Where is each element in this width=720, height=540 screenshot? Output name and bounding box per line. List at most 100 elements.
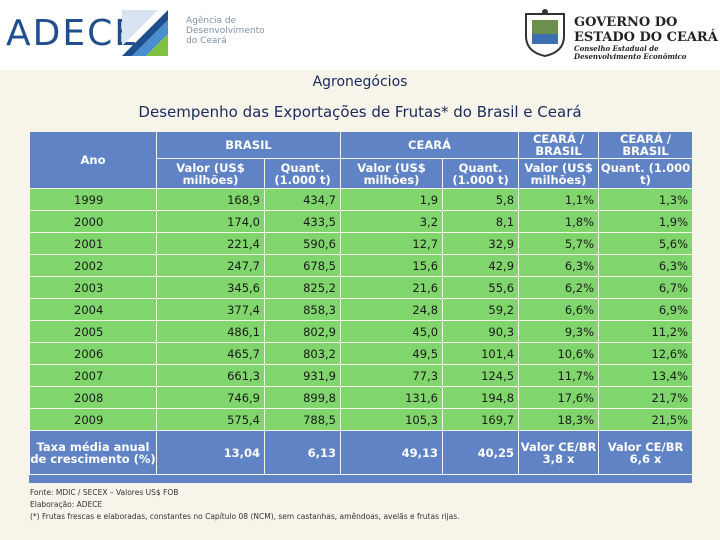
header-group-ceara-brasil-valor: CEARÁ / BRASIL bbox=[518, 131, 600, 159]
table-notes: Fonte: MDIC / SECEX – Valores US$ FOB El… bbox=[30, 487, 460, 523]
cell-ano: 2006 bbox=[29, 342, 157, 365]
cell-ratio-valor: 1,1% bbox=[518, 188, 600, 211]
cell-brasil-quant: 825,2 bbox=[263, 276, 342, 299]
header-group-brasil: BRASIL bbox=[155, 131, 342, 159]
cell-brasil-valor: 247,7 bbox=[156, 254, 265, 277]
cell-ceara-quant: 5,8 bbox=[442, 188, 520, 211]
state-crest-icon bbox=[525, 9, 565, 58]
header-group-ceara-brasil-quant: CEARÁ / BRASIL bbox=[598, 131, 694, 159]
cell-ano: 2007 bbox=[29, 364, 157, 387]
cell-ceara-quant: 194,8 bbox=[442, 386, 520, 409]
cell-brasil-quant: 678,5 bbox=[263, 254, 342, 277]
cell-ratio-quant: 13,4% bbox=[598, 364, 694, 387]
cell-ratio-valor: 9,3% bbox=[518, 320, 600, 343]
cell-ceara-quant: 8,1 bbox=[442, 210, 520, 233]
header-ceara-valor: Valor (US$ milhões) bbox=[340, 158, 444, 189]
table-row: 2000 174,0 433,5 3,2 8,1 1,8% 1,9% bbox=[29, 210, 694, 233]
cell-brasil-valor: 221,4 bbox=[156, 232, 265, 255]
note-footnote: (*) Frutas frescas e elaboradas, constan… bbox=[30, 512, 460, 521]
exports-table-container: Ano BRASIL CEARÁ CEARÁ / BRASIL CEARÁ / … bbox=[29, 131, 694, 483]
cell-ano: 2004 bbox=[29, 298, 157, 321]
cell-brasil-valor: 174,0 bbox=[156, 210, 265, 233]
table-row: 2005 486,1 802,9 45,0 90,3 9,3% 11,2% bbox=[29, 320, 694, 343]
header-ratio-valor: Valor (US$ milhões) bbox=[518, 158, 600, 189]
cell-brasil-quant: 858,3 bbox=[263, 298, 342, 321]
table-row: 2004 377,4 858,3 24,8 59,2 6,6% 6,9% bbox=[29, 298, 694, 321]
cell-ratio-quant: 1,9% bbox=[598, 210, 694, 233]
cell-ano: 2008 bbox=[29, 386, 157, 409]
cell-ratio-valor: 6,6% bbox=[518, 298, 600, 321]
cell-ano: 1999 bbox=[29, 188, 157, 211]
cell-ceara-valor: 15,6 bbox=[340, 254, 444, 277]
cell-brasil-valor: 465,7 bbox=[156, 342, 265, 365]
header-ratio-quant: Quant. (1.000 t) bbox=[598, 158, 694, 189]
government-title: GOVERNO DO ESTADO DO CEARÁ bbox=[574, 15, 718, 45]
cell-ano: 2001 bbox=[29, 232, 157, 255]
cell-ratio-valor: 5,7% bbox=[518, 232, 600, 255]
cell-brasil-quant: 899,8 bbox=[263, 386, 342, 409]
table-row: 2001 221,4 590,6 12,7 32,9 5,7% 5,6% bbox=[29, 232, 694, 255]
footer-ceara-quant: 40,25 bbox=[442, 430, 520, 475]
page-header: ADECE Agência de Desenvolvimento do Cear… bbox=[0, 0, 720, 70]
adece-logo: ADECE bbox=[6, 13, 139, 54]
cell-ceara-valor: 1,9 bbox=[340, 188, 444, 211]
cell-ano: 2002 bbox=[29, 254, 157, 277]
cell-ratio-quant: 6,3% bbox=[598, 254, 694, 277]
cell-ratio-valor: 11,7% bbox=[518, 364, 600, 387]
cell-ceara-quant: 124,5 bbox=[442, 364, 520, 387]
footer-ceara-valor: 49,13 bbox=[340, 430, 444, 475]
cell-brasil-quant: 803,2 bbox=[263, 342, 342, 365]
header-brasil-quant: Quant. (1.000 t) bbox=[263, 158, 342, 189]
cell-ano: 2003 bbox=[29, 276, 157, 299]
cell-ceara-valor: 45,0 bbox=[340, 320, 444, 343]
cell-ceara-quant: 90,3 bbox=[442, 320, 520, 343]
footer-ratio-quant: Valor CE/BR 6,6 x bbox=[598, 430, 694, 475]
note-elaboration: Elaboração: ADECE bbox=[30, 500, 103, 509]
cell-ratio-quant: 6,7% bbox=[598, 276, 694, 299]
cell-brasil-valor: 661,3 bbox=[156, 364, 265, 387]
cell-ratio-quant: 6,9% bbox=[598, 298, 694, 321]
cell-brasil-valor: 575,4 bbox=[156, 408, 265, 431]
footer-brasil-quant: 6,13 bbox=[263, 430, 342, 475]
cell-ceara-quant: 32,9 bbox=[442, 232, 520, 255]
table-row: 2002 247,7 678,5 15,6 42,9 6,3% 6,3% bbox=[29, 254, 694, 277]
table-row: 2009 575,4 788,5 105,3 169,7 18,3% 21,5% bbox=[29, 408, 694, 431]
cell-ratio-valor: 17,6% bbox=[518, 386, 600, 409]
exports-table: Ano BRASIL CEARÁ CEARÁ / BRASIL CEARÁ / … bbox=[29, 131, 694, 475]
cell-ratio-quant: 1,3% bbox=[598, 188, 694, 211]
cell-ratio-valor: 6,2% bbox=[518, 276, 600, 299]
cell-ano: 2009 bbox=[29, 408, 157, 431]
footer-brasil-valor: 13,04 bbox=[156, 430, 265, 475]
adece-subtitle: Agência de Desenvolvimento do Ceará bbox=[186, 16, 265, 46]
cell-ceara-quant: 55,6 bbox=[442, 276, 520, 299]
cell-ceara-valor: 24,8 bbox=[340, 298, 444, 321]
cell-ratio-quant: 12,6% bbox=[598, 342, 694, 365]
table-row: 2007 661,3 931,9 77,3 124,5 11,7% 13,4% bbox=[29, 364, 694, 387]
cell-ceara-valor: 3,2 bbox=[340, 210, 444, 233]
cell-ratio-valor: 1,8% bbox=[518, 210, 600, 233]
cell-brasil-quant: 788,5 bbox=[263, 408, 342, 431]
cell-ceara-quant: 169,7 bbox=[442, 408, 520, 431]
header-brasil-valor: Valor (US$ milhões) bbox=[156, 158, 265, 189]
header-group-ceara: CEARÁ bbox=[340, 131, 520, 159]
cell-ceara-valor: 131,6 bbox=[340, 386, 444, 409]
cell-brasil-valor: 377,4 bbox=[156, 298, 265, 321]
table-row: 1999 168,9 434,7 1,9 5,8 1,1% 1,3% bbox=[29, 188, 694, 211]
footer-growth-label: Taxa média anual de crescimento (%) bbox=[29, 430, 157, 475]
main-title: Desempenho das Exportações de Frutas* do… bbox=[138, 103, 582, 121]
cell-brasil-valor: 746,9 bbox=[156, 386, 265, 409]
table-row: 2006 465,7 803,2 49,5 101,4 10,6% 12,6% bbox=[29, 342, 694, 365]
section-title: Agronegócios bbox=[312, 74, 408, 90]
cell-brasil-valor: 345,6 bbox=[156, 276, 265, 299]
footer-ratio-valor: Valor CE/BR 3,8 x bbox=[518, 430, 600, 475]
cell-ceara-valor: 105,3 bbox=[340, 408, 444, 431]
cell-ratio-quant: 21,5% bbox=[598, 408, 694, 431]
cell-brasil-quant: 802,9 bbox=[263, 320, 342, 343]
cell-ratio-valor: 10,6% bbox=[518, 342, 600, 365]
cell-brasil-quant: 433,5 bbox=[263, 210, 342, 233]
table-footer-row: Taxa média anual de crescimento (%) 13,0… bbox=[29, 430, 694, 475]
table-row: 2008 746,9 899,8 131,6 194,8 17,6% 21,7% bbox=[29, 386, 694, 409]
cell-ceara-valor: 12,7 bbox=[340, 232, 444, 255]
government-subtitle: Conselho Estadual de Desenvolvimento Eco… bbox=[574, 44, 687, 61]
cell-ceara-valor: 77,3 bbox=[340, 364, 444, 387]
